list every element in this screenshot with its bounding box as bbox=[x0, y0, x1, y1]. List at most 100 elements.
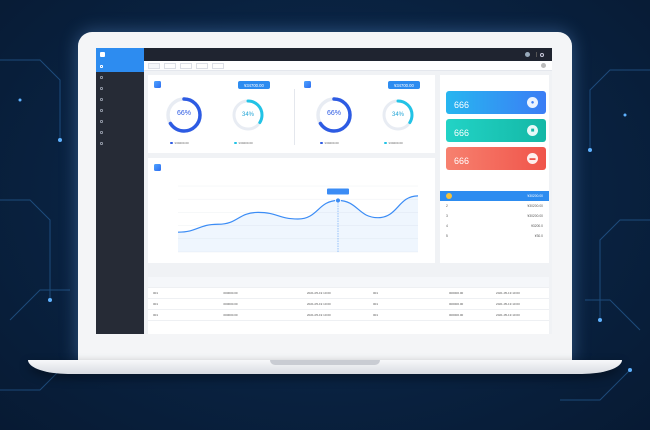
table-cell: 000000.00 bbox=[223, 302, 238, 306]
stat-card-value: 666 bbox=[454, 156, 470, 166]
legend-dot bbox=[384, 141, 387, 145]
ranking-amount: ¥30200.00 bbox=[527, 204, 543, 208]
table-cell: 001 bbox=[153, 291, 159, 295]
table-cell: 000000.00 bbox=[449, 291, 464, 295]
menu-icon bbox=[100, 142, 103, 145]
summary-panel: ¥34700.00 66% 34% ¥30200.00 ¥30200.00 ¥3… bbox=[148, 75, 435, 153]
table-cell: 000000.00 bbox=[223, 291, 238, 295]
menu-icon bbox=[100, 120, 103, 123]
ranking-amount: ¥30200.00 bbox=[527, 214, 543, 218]
table-cell: 001 bbox=[153, 313, 159, 317]
table-row[interactable]: 001 000000.00 2021-05-19 10:00 bbox=[368, 288, 549, 299]
expense-ring-left-arc bbox=[316, 97, 352, 133]
sidebar-item-4[interactable] bbox=[96, 94, 144, 105]
ranking-row[interactable]: 3 ¥30200.00 bbox=[440, 211, 549, 221]
tab-home[interactable] bbox=[148, 62, 160, 69]
table-cell: 2021-05-19 10:00 bbox=[496, 291, 520, 295]
stat-card-users[interactable]: 666 ● bbox=[446, 91, 546, 114]
expense-ring-right-arc bbox=[382, 99, 414, 131]
series-area bbox=[178, 195, 418, 252]
table-header bbox=[368, 277, 549, 288]
table-cell: 000000.00 bbox=[449, 302, 464, 306]
table-cell: 001 bbox=[153, 302, 159, 306]
profit-ring-left: 66% bbox=[164, 95, 204, 135]
ranking-row[interactable]: ¥30200.00 bbox=[440, 191, 549, 201]
table-right: 001 000000.00 2021-05-19 10:00 001 000000.0… bbox=[368, 277, 549, 334]
tab-2[interactable] bbox=[164, 62, 176, 69]
profit-legend-right-text: ¥30200.00 bbox=[238, 141, 253, 145]
table-row[interactable]: 001 000000.00 2021-05-19 10:00 bbox=[368, 310, 549, 321]
profit-ring-right-arc bbox=[232, 99, 264, 131]
ranking-row[interactable]: 2 ¥30200.00 bbox=[440, 201, 549, 211]
expense-legend-left-text: ¥30200.00 bbox=[324, 141, 339, 145]
ranking-rank: 2 bbox=[446, 204, 448, 208]
sidebar-item-2[interactable] bbox=[96, 72, 144, 83]
logo-icon bbox=[100, 52, 105, 57]
card-icon: ▬ bbox=[527, 153, 538, 164]
table-header bbox=[148, 277, 368, 288]
expense-legend-left: ¥30200.00 bbox=[320, 141, 339, 145]
chart-icon bbox=[154, 164, 161, 171]
table-cell: 000000.00 bbox=[223, 313, 238, 317]
tab-3[interactable] bbox=[180, 62, 192, 69]
divider bbox=[536, 52, 537, 57]
menu-icon bbox=[100, 87, 103, 90]
profit-legend-left-text: ¥30200.00 bbox=[174, 141, 189, 145]
sidebar-item-7[interactable] bbox=[96, 127, 144, 138]
sidebar-item-3[interactable] bbox=[96, 83, 144, 94]
profit-ring-right-percent: 34% bbox=[242, 112, 255, 118]
tooltip-box bbox=[327, 188, 349, 195]
table-row[interactable]: 001 000000.00 2021-05-19 10:00 bbox=[148, 299, 368, 310]
ranking-row[interactable]: 5 ¥30.0 bbox=[440, 231, 549, 241]
table-cell: 001 bbox=[373, 291, 379, 295]
ranking-amount: ¥30200.00 bbox=[527, 194, 543, 198]
ranking-amount: ¥30.0 bbox=[534, 234, 543, 238]
profit-ring-left-percent: 66% bbox=[177, 110, 191, 117]
ranking-rank: 5 bbox=[446, 234, 448, 238]
tab-4[interactable] bbox=[196, 62, 208, 69]
expense-legend-right: ¥30200.00 bbox=[384, 141, 403, 145]
stat-card-card[interactable]: 666 ▬ bbox=[446, 147, 546, 170]
sidebar-item-5[interactable] bbox=[96, 105, 144, 116]
table-cell: 2021-05-19 10:00 bbox=[496, 313, 520, 317]
profit-legend-left: ¥30200.00 bbox=[170, 141, 189, 145]
brand[interactable] bbox=[96, 48, 144, 61]
sidebar bbox=[96, 61, 144, 334]
table-cell: 2021-05-19 10:00 bbox=[306, 302, 331, 306]
stat-card-value: 666 bbox=[454, 100, 470, 110]
sidebar-item-home[interactable] bbox=[96, 61, 144, 72]
power-icon[interactable] bbox=[540, 52, 544, 57]
user-area[interactable] bbox=[525, 52, 552, 57]
divider bbox=[294, 89, 295, 145]
legend-dot bbox=[320, 141, 323, 145]
table-row[interactable]: 001 000000.00 2021-05-19 10:00 bbox=[148, 310, 368, 321]
menu-icon bbox=[100, 109, 103, 112]
more-icon[interactable] bbox=[541, 63, 546, 68]
avatar[interactable] bbox=[525, 52, 530, 57]
ranking-rank: 4 bbox=[446, 224, 448, 228]
profit-ring-right: 34% bbox=[230, 97, 266, 133]
wallet-icon: ■ bbox=[527, 125, 538, 136]
expense-ring-right: 34% bbox=[380, 97, 416, 133]
ranking-row[interactable]: 4 ¥3200.0 bbox=[440, 221, 549, 231]
chart-icon bbox=[304, 81, 311, 88]
ranking-amount: ¥3200.0 bbox=[531, 224, 543, 228]
trend-title bbox=[154, 164, 164, 171]
stat-card-wallet[interactable]: 666 ■ bbox=[446, 119, 546, 142]
trend-panel bbox=[148, 158, 435, 263]
series-line bbox=[177, 195, 419, 233]
table-row[interactable]: 001 000000.00 2021-05-19 10:00 bbox=[368, 299, 549, 310]
tab-5[interactable] bbox=[212, 62, 224, 69]
profit-legend-right: ¥30200.00 bbox=[234, 141, 253, 145]
ranking-rank: 3 bbox=[446, 214, 448, 218]
sidebar-item-6[interactable] bbox=[96, 116, 144, 127]
laptop-notch bbox=[270, 360, 380, 365]
table-cell: 001 bbox=[373, 313, 379, 317]
sidebar-item-8[interactable] bbox=[96, 138, 144, 149]
table-row[interactable]: 001 000000.00 2021-05-19 10:00 bbox=[148, 288, 368, 299]
table-cell: 2021-05-19 10:00 bbox=[496, 302, 520, 306]
expense-ring-left: 66% bbox=[314, 95, 354, 135]
table-cell: 001 bbox=[373, 302, 379, 306]
home-icon bbox=[100, 65, 103, 68]
